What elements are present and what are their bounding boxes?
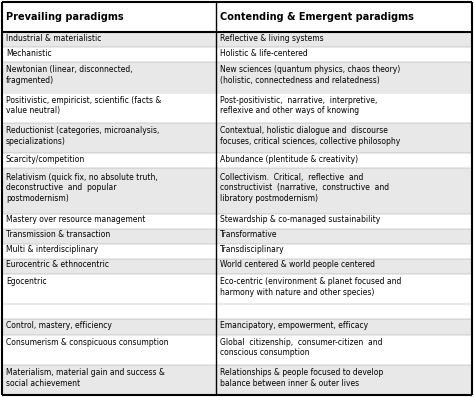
Bar [2,153,216,168]
Text: Transdisciplinary: Transdisciplinary [220,245,284,254]
Bar [216,335,472,365]
Bar [216,62,472,93]
Text: Collectivism.  Critical,  reflective  and
constructivist  (narrative,  construct: Collectivism. Critical, reflective and c… [220,173,389,203]
Bar [216,365,472,395]
Text: Egocentric: Egocentric [6,277,46,286]
Text: Transmission & transaction: Transmission & transaction [6,230,110,239]
Bar [216,304,472,319]
Text: Control, mastery, efficiency: Control, mastery, efficiency [6,321,112,330]
Bar [2,365,216,395]
Text: Consumerism & conspicuous consumption: Consumerism & conspicuous consumption [6,337,168,347]
Text: Industrial & materialistic: Industrial & materialistic [6,33,101,42]
Text: Contextual, holistic dialogue and  discourse
focuses, critical sciences, collect: Contextual, holistic dialogue and discou… [220,126,400,146]
Bar [2,304,216,319]
Text: Reductionist (categories, microanalysis,
specializations): Reductionist (categories, microanalysis,… [6,126,159,146]
Bar [216,123,472,153]
Bar [2,274,216,304]
Bar [2,47,216,62]
Text: Newtonian (linear, disconnected,
fragmented): Newtonian (linear, disconnected, fragmen… [6,65,133,85]
Bar [2,214,216,229]
Text: Post-positivistic,  narrative,  interpretive,
reflexive and other ways of knowin: Post-positivistic, narrative, interpreti… [220,96,377,115]
Bar [2,93,216,123]
Bar [216,93,472,123]
Bar [2,244,216,259]
Text: Positivistic, empiricist, scientific (facts &
value neutral): Positivistic, empiricist, scientific (fa… [6,96,161,115]
Text: Contending & Emergent paradigms: Contending & Emergent paradigms [220,12,414,22]
Bar [216,32,472,47]
Bar [216,244,472,259]
Text: Relativism (quick fix, no absolute truth,
deconstructive  and  popular
postmoder: Relativism (quick fix, no absolute truth… [6,173,158,203]
Text: Materialism, material gain and success &
social achievement: Materialism, material gain and success &… [6,368,165,387]
Bar [2,319,216,335]
Text: Prevailing paradigms: Prevailing paradigms [6,12,124,22]
Text: New sciences (quantum physics, chaos theory)
(holistic, connectedness and relate: New sciences (quantum physics, chaos the… [220,65,400,85]
Bar [2,32,216,47]
Text: Scarcity/competition: Scarcity/competition [6,154,85,164]
Text: Reflective & living systems: Reflective & living systems [220,33,323,42]
Bar [216,319,472,335]
Bar [2,335,216,365]
Text: Global  citizenship,  consumer-citizen  and
conscious consumption: Global citizenship, consumer-citizen and… [220,337,383,357]
Bar [2,259,216,274]
Bar [216,168,472,214]
Bar [216,47,472,62]
Text: Relationships & people focused to develop
balance between inner & outer lives: Relationships & people focused to develo… [220,368,383,387]
Bar [2,2,472,32]
Bar [216,259,472,274]
Bar [2,62,216,93]
Text: Emancipatory, empowerment, efficacy: Emancipatory, empowerment, efficacy [220,321,368,330]
Text: Mastery over resource management: Mastery over resource management [6,215,146,224]
Text: Holistic & life-centered: Holistic & life-centered [220,49,308,58]
Bar [2,123,216,153]
Text: Multi & interdisciplinary: Multi & interdisciplinary [6,245,98,254]
Bar [2,229,216,244]
Bar [2,168,216,214]
Bar [216,153,472,168]
Text: Abundance (plentitude & creativity): Abundance (plentitude & creativity) [220,154,358,164]
Text: World centered & world people centered: World centered & world people centered [220,260,375,270]
Bar [216,229,472,244]
Text: Eco-centric (environment & planet focused and
harmony with nature and other spec: Eco-centric (environment & planet focuse… [220,277,401,297]
Bar [216,214,472,229]
Text: Eurocentric & ethnocentric: Eurocentric & ethnocentric [6,260,109,270]
Text: Transformative: Transformative [220,230,277,239]
Bar [216,274,472,304]
Text: Stewardship & co-managed sustainability: Stewardship & co-managed sustainability [220,215,380,224]
Text: Mechanistic: Mechanistic [6,49,52,58]
